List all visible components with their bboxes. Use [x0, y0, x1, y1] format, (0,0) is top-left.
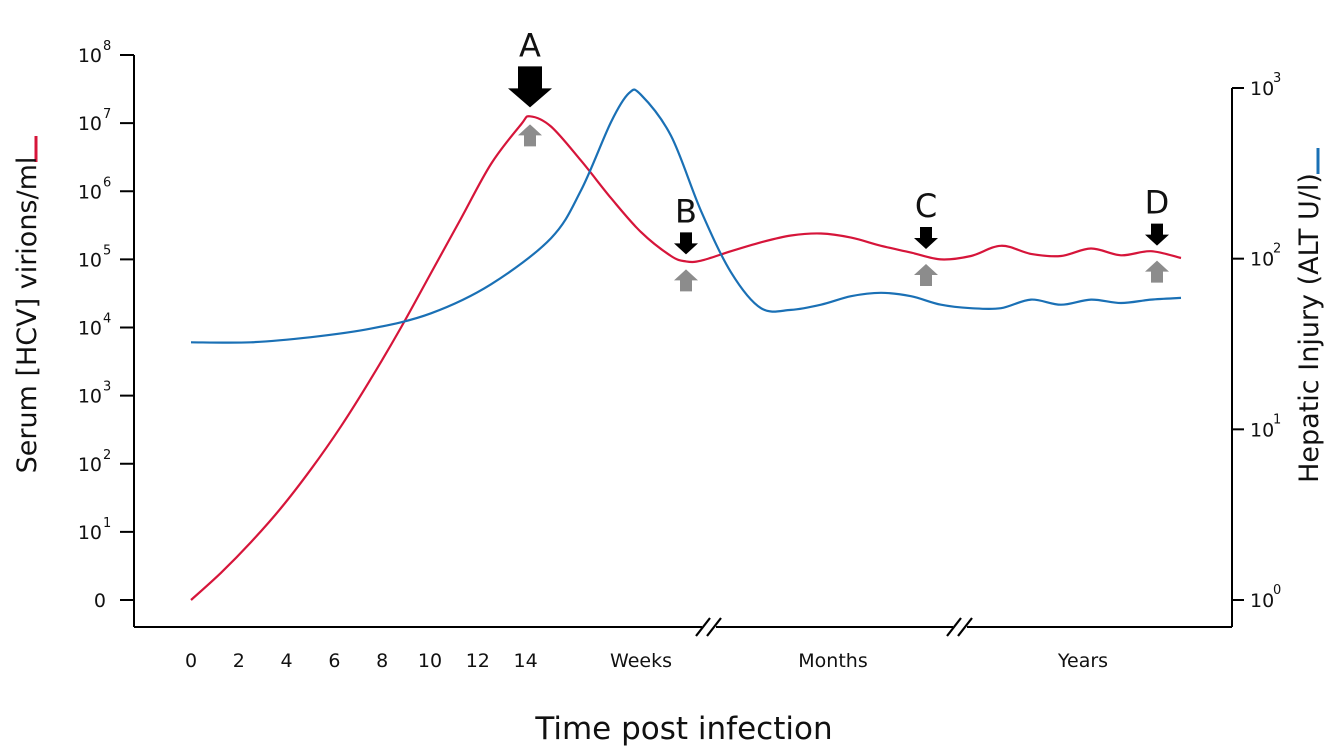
marker-label-a: A: [519, 26, 541, 64]
y-axis-right-title: Hepatic Injury (ALT U/l): [1294, 173, 1325, 483]
y-left-tick-label: 10: [78, 318, 102, 340]
x-period-label: Months: [798, 650, 867, 672]
marker-label-d: D: [1145, 184, 1170, 222]
x-tick-label: 6: [328, 650, 340, 672]
x-tick-label: 12: [466, 650, 490, 672]
y-left-tick-exponent: 7: [103, 107, 111, 122]
x-tick-label: 4: [281, 650, 293, 672]
y-left-tick-label: 10: [78, 454, 102, 476]
y-right-tick-exponent: 0: [1273, 583, 1281, 598]
up-arrow: [674, 269, 698, 292]
x-tick-label: 10: [418, 650, 442, 672]
down-arrow: [1145, 223, 1169, 246]
x-period-label: Years: [1057, 650, 1108, 672]
y-left-tick-label: 10: [78, 522, 102, 544]
y-right-tick-exponent: 3: [1273, 71, 1281, 86]
y-left-tick-exponent: 8: [103, 39, 111, 54]
y-right-tick-exponent: 1: [1273, 412, 1281, 427]
y-left-tick-exponent: 3: [103, 380, 111, 395]
x-tick-label: 2: [233, 650, 245, 672]
y-right-tick-label: 10: [1250, 78, 1274, 100]
x-tick-label: 0: [185, 650, 197, 672]
up-arrow: [518, 124, 542, 147]
down-arrow: [674, 232, 698, 255]
y-left-tick-exponent: 6: [103, 175, 111, 190]
y-left-tick-label: 10: [78, 386, 102, 408]
marker-label-b: B: [675, 192, 697, 230]
up-arrow: [1145, 260, 1169, 283]
y-right-tick-label: 10: [1250, 590, 1274, 612]
y-right-tick-label: 10: [1250, 249, 1274, 271]
y-left-tick-label: 10: [78, 45, 102, 67]
x-unit-label-weeks: Weeks: [610, 650, 672, 672]
marker-label-c: C: [915, 187, 937, 225]
series-line-alt: [190, 88, 1182, 344]
y-left-tick-exponent: 5: [103, 243, 111, 258]
y-right-tick-exponent: 2: [1273, 242, 1281, 257]
y-left-tick-exponent: 1: [103, 516, 111, 531]
y-left-tick-exponent: 2: [103, 448, 111, 463]
series-line-serum-hcv: [190, 115, 1182, 601]
y-left-tick-label: 10: [78, 249, 102, 271]
axis-break-mark: [706, 617, 722, 637]
y-left-tick-label: 10: [78, 113, 102, 135]
axis-break-mark: [695, 617, 711, 637]
y-right-tick-label: 10: [1250, 419, 1274, 441]
x-tick-label: 8: [376, 650, 388, 672]
y-axis-left-title: Serum [HCV] virions/ml: [12, 157, 43, 474]
y-left-tick-exponent: 4: [103, 312, 111, 327]
axis-break-mark: [946, 617, 962, 637]
y-left-tick-label: 0: [94, 590, 106, 612]
x-tick-label: 14: [514, 650, 538, 672]
y-left-tick-label: 10: [78, 181, 102, 203]
x-axis-title: Time post infection: [534, 711, 832, 747]
axis-break-mark: [957, 617, 973, 637]
down-arrow: [914, 226, 938, 249]
up-arrow: [914, 263, 938, 286]
down-arrow: [508, 66, 552, 108]
